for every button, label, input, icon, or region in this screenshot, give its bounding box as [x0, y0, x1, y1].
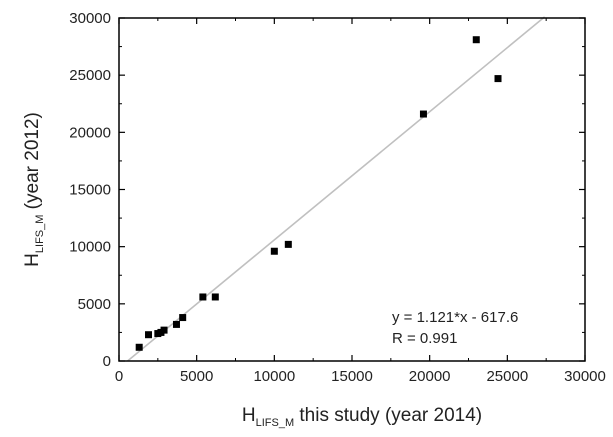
r-value-annotation: R = 0.991 — [392, 330, 457, 347]
fit-equation-annotation: y = 1.121*x - 617.6 — [392, 309, 518, 326]
data-point — [472, 36, 480, 44]
y-tick-label: 10000 — [69, 239, 111, 256]
x-tick-label: 30000 — [564, 368, 606, 385]
y-axis-title-suffix: (year 2012) — [22, 112, 43, 214]
data-point — [211, 293, 219, 301]
y-axis-title-subscript: LIFS_M — [34, 215, 46, 254]
data-point — [160, 326, 168, 334]
y-tick-label: 0 — [103, 353, 111, 370]
data-point — [494, 75, 502, 83]
data-point — [179, 314, 187, 322]
y-axis-title: HLIFS_M (year 2012) — [22, 112, 46, 267]
x-axis-title-subscript: LIFS_M — [256, 417, 295, 429]
data-point — [199, 293, 207, 301]
fit-line — [127, 16, 546, 362]
data-point — [270, 247, 278, 255]
y-tick-label: 5000 — [78, 296, 111, 313]
x-tick-label: 0 — [115, 368, 123, 385]
x-axis-title: HLIFS_M this study (year 2014) — [242, 405, 482, 429]
y-tick-label: 25000 — [69, 67, 111, 84]
y-tick-label: 30000 — [69, 10, 111, 27]
data-point — [419, 110, 427, 118]
y-tick-label: 15000 — [69, 182, 111, 199]
data-point — [135, 343, 143, 351]
x-axis-title-main: H — [242, 405, 256, 426]
x-tick-label: 25000 — [486, 368, 528, 385]
x-tick-label: 20000 — [409, 368, 451, 385]
data-point — [145, 331, 153, 339]
y-tick-label: 20000 — [69, 124, 111, 141]
x-tick-label: 15000 — [331, 368, 373, 385]
x-tick-label: 10000 — [253, 368, 295, 385]
data-point — [284, 240, 292, 248]
y-axis-title-main: H — [22, 253, 43, 267]
x-tick-label: 5000 — [180, 368, 213, 385]
x-axis-title-suffix: this study (year 2014) — [294, 405, 482, 426]
data-point — [172, 320, 180, 328]
